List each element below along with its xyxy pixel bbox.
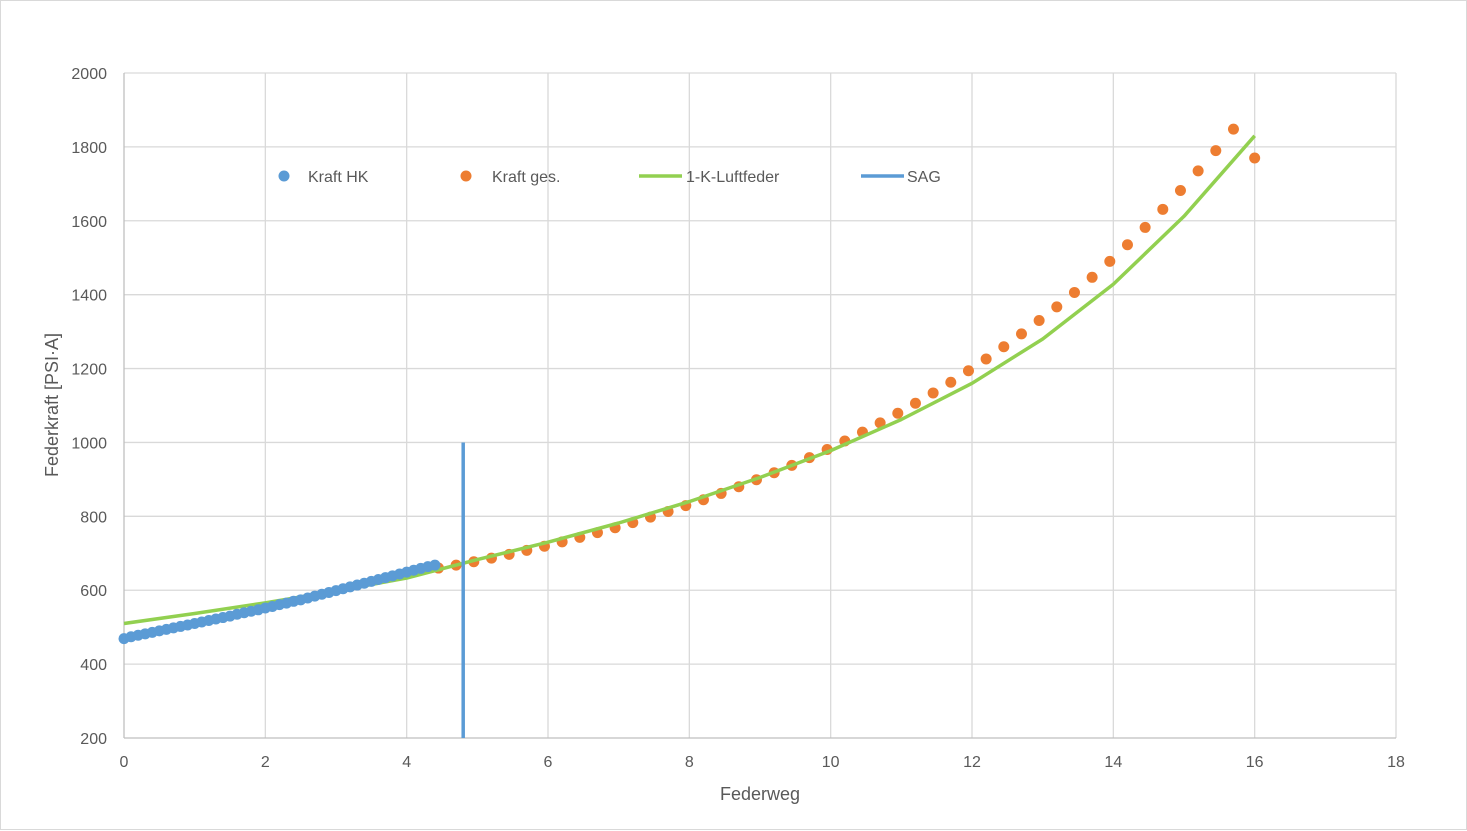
- y-tick-label: 400: [80, 657, 107, 674]
- x-tick-label: 2: [261, 754, 270, 771]
- data-point-kraft-ges: [962, 365, 974, 377]
- data-point-kraft-ges: [874, 417, 886, 429]
- data-point-kraft-ges: [945, 376, 957, 388]
- data-point-kraft-ges: [1104, 255, 1116, 267]
- y-tick-label: 1600: [71, 214, 107, 231]
- data-point-kraft-ges: [1086, 271, 1098, 283]
- data-point-kraft-ges: [927, 387, 939, 399]
- data-point-kraft-ges: [909, 397, 921, 409]
- data-point-kraft-ges: [1249, 152, 1261, 164]
- y-tick-label: 1000: [71, 435, 107, 452]
- legend-symbol-kraft-ges: [460, 170, 472, 182]
- x-tick-label: 4: [402, 754, 411, 771]
- data-point-kraft-ges: [1015, 328, 1027, 340]
- data-point-kraft-ges: [1051, 301, 1063, 313]
- axes: 200 400 600 800 1000 1200 1400 1600 1800 2000 0 2 4 6…: [71, 66, 1405, 771]
- y-axis-title: Federkraft [PSI·A]: [42, 333, 62, 477]
- data-point-kraft-ges: [1068, 286, 1080, 298]
- y-tick-label: 1400: [71, 288, 107, 305]
- data-point-kraft-ges: [1174, 184, 1186, 196]
- data-point-kraft-ges: [998, 341, 1010, 353]
- y-tick-label: 2000: [71, 66, 107, 83]
- x-tick-label: 0: [120, 754, 129, 771]
- legend-label-kraft-ges: Kraft ges.: [492, 169, 560, 186]
- grid-lines: [124, 72, 1397, 738]
- legend-symbol-kraft-hk: [278, 170, 290, 182]
- data-point-kraft-ges: [1210, 145, 1222, 157]
- y-tick-label: 200: [80, 731, 107, 748]
- x-tick-label: 16: [1246, 754, 1264, 771]
- data-point-kraft-ges: [980, 353, 992, 365]
- y-tick-label: 600: [80, 583, 107, 600]
- data-point-kraft-ges: [1192, 165, 1204, 177]
- x-tick-label: 10: [822, 754, 840, 771]
- data-point-kraft-ges: [1227, 123, 1239, 135]
- legend-label-kraft-hk: Kraft HK: [308, 169, 369, 186]
- legend: Kraft HK Kraft ges. 1-K-Luftfeder SAG: [278, 169, 941, 186]
- x-tick-label: 12: [963, 754, 981, 771]
- x-tick-label: 6: [544, 754, 553, 771]
- x-tick-label: 18: [1387, 754, 1405, 771]
- data-point-kraft-ges: [1033, 315, 1045, 327]
- series-layer: [118, 123, 1261, 738]
- data-point-kraft-hk: [429, 559, 441, 571]
- x-tick-label: 14: [1104, 754, 1122, 771]
- data-point-kraft-ges: [1121, 239, 1133, 251]
- data-point-kraft-ges: [1157, 203, 1169, 215]
- y-tick-label: 800: [80, 509, 107, 526]
- data-point-kraft-ges: [1139, 221, 1151, 233]
- y-tick-label: 1200: [71, 362, 107, 379]
- legend-label-sag: SAG: [907, 169, 941, 186]
- x-axis-title: Federweg: [720, 784, 800, 804]
- data-point-kraft-ges: [892, 407, 904, 419]
- x-tick-label: 8: [685, 754, 694, 771]
- y-tick-label: 1800: [71, 140, 107, 157]
- legend-label-1-k-luftfeder: 1-K-Luftfeder: [686, 169, 780, 186]
